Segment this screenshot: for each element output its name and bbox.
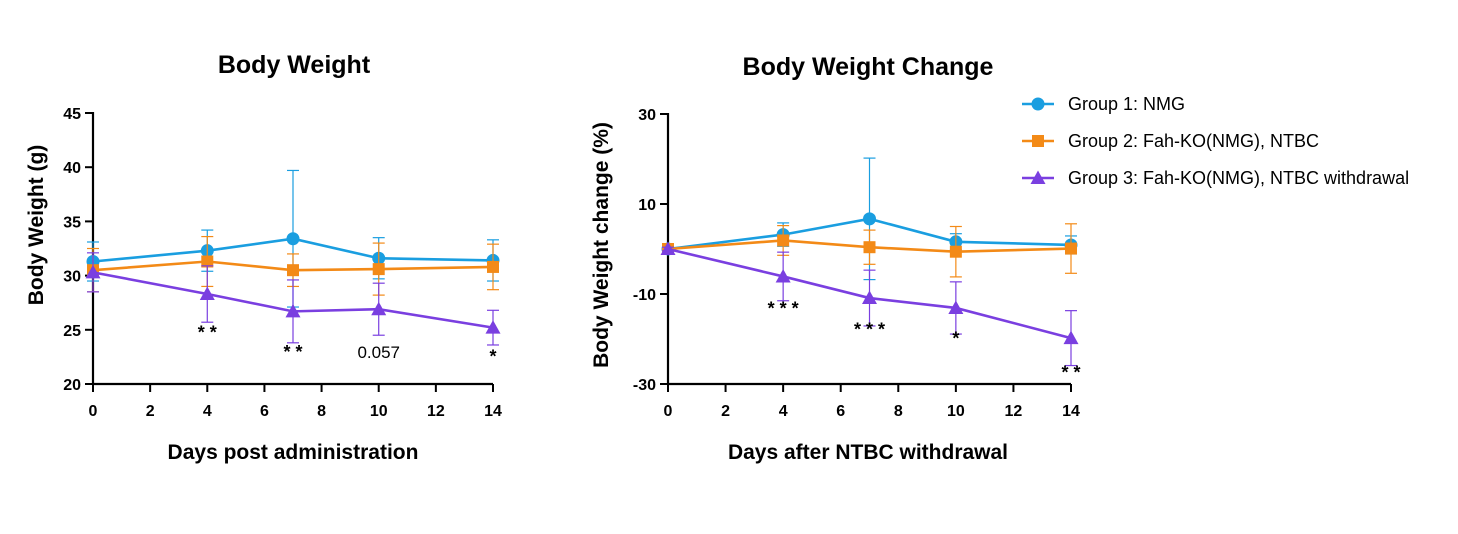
body-weight-chart: Body Weight Body Weight (g) Days post ad… <box>25 51 502 464</box>
y-tick-label: -30 <box>633 377 656 394</box>
circle-marker-icon <box>1031 97 1045 111</box>
data-point <box>948 300 964 314</box>
legend-label: Group 2: Fah-KO(NMG), NTBC <box>1068 131 1319 151</box>
body-weight-change-chart: Body Weight Change Body Weight change (%… <box>590 53 1081 464</box>
triangle-marker-icon <box>1030 170 1046 184</box>
data-point <box>287 264 299 277</box>
y-tick-label: 30 <box>638 107 656 124</box>
data-point <box>485 320 501 334</box>
data-point <box>285 303 301 318</box>
significance-annotation: * * <box>283 342 302 362</box>
data-point <box>487 260 499 273</box>
series-2 <box>662 223 1077 278</box>
x-tick-label: 12 <box>1005 403 1023 420</box>
data-point <box>949 245 962 258</box>
x-tick-label: 12 <box>427 403 445 420</box>
x-tick-label: 10 <box>947 403 965 420</box>
y-tick-label: -10 <box>633 287 656 304</box>
x-tick-label: 4 <box>203 403 212 420</box>
x-axis-title: Days after NTBC withdrawal <box>728 441 1008 464</box>
x-tick-label: 0 <box>89 403 98 420</box>
significance-annotation: * * <box>198 322 217 342</box>
data-point <box>863 212 876 226</box>
x-tick-label: 6 <box>836 403 845 420</box>
significance-annotation: * * * <box>854 319 885 339</box>
series-3 <box>660 241 1079 367</box>
data-point <box>1063 330 1079 345</box>
data-point <box>863 241 876 254</box>
x-tick-label: 14 <box>1062 403 1080 420</box>
legend: Group 1: NMG Group 2: Fah-KO(NMG), NTBC … <box>1022 94 1409 188</box>
data-point <box>372 263 385 276</box>
data-point <box>199 286 215 301</box>
data-point <box>660 241 676 255</box>
data-point <box>201 255 214 268</box>
y-tick-label: 25 <box>63 323 81 340</box>
y-axis-title: Body Weight (g) <box>25 145 48 306</box>
data-point <box>775 268 791 283</box>
legend-item-group-3: Group 3: Fah-KO(NMG), NTBC withdrawal <box>1022 168 1409 188</box>
x-tick-label: 0 <box>664 403 673 420</box>
y-tick-label: 45 <box>63 106 81 123</box>
y-tick-label: 35 <box>63 214 81 231</box>
legend-item-group-2: Group 2: Fah-KO(NMG), NTBC <box>1022 131 1319 151</box>
x-tick-label: 2 <box>146 403 155 420</box>
data-point <box>286 232 300 246</box>
plot-area: 20 25 30 35 40 45 0 2 4 6 8 10 12 14 * * * * 0.057 * <box>63 106 502 420</box>
series-3 <box>85 252 501 346</box>
significance-annotation: 0.057 <box>357 343 400 362</box>
x-tick-label: 2 <box>721 403 730 420</box>
significance-annotation: * <box>952 328 959 348</box>
y-tick-label: 20 <box>63 377 81 394</box>
data-point <box>85 264 101 279</box>
x-tick-label: 8 <box>894 403 903 420</box>
x-tick-label: 8 <box>317 403 326 420</box>
y-tick-label: 10 <box>638 197 656 214</box>
chart-title: Body Weight Change <box>743 53 994 81</box>
plot-area: -30 -10 10 30 0 2 4 6 8 10 12 14 * * * * * * * * * <box>633 107 1081 420</box>
data-point <box>777 234 790 247</box>
legend-label: Group 1: NMG <box>1068 94 1185 114</box>
y-tick-label: 40 <box>63 160 81 177</box>
legend-item-group-1: Group 1: NMG <box>1022 94 1185 114</box>
legend-label: Group 3: Fah-KO(NMG), NTBC withdrawal <box>1068 168 1409 188</box>
significance-annotation: * * * <box>768 298 799 318</box>
x-tick-label: 10 <box>370 403 388 420</box>
significance-annotation: * * <box>1061 363 1080 383</box>
significance-annotation: * <box>489 346 496 366</box>
x-tick-label: 6 <box>260 403 269 420</box>
x-tick-label: 4 <box>779 403 788 420</box>
chart-title: Body Weight <box>218 51 371 79</box>
y-axis-title: Body Weight change (%) <box>590 122 613 368</box>
x-axis-title: Days post administration <box>168 441 419 464</box>
square-marker-icon <box>1032 135 1044 147</box>
x-tick-label: 14 <box>484 403 502 420</box>
data-point <box>862 290 877 305</box>
data-point <box>371 301 387 316</box>
y-tick-label: 30 <box>63 269 81 286</box>
data-point <box>1065 242 1077 255</box>
